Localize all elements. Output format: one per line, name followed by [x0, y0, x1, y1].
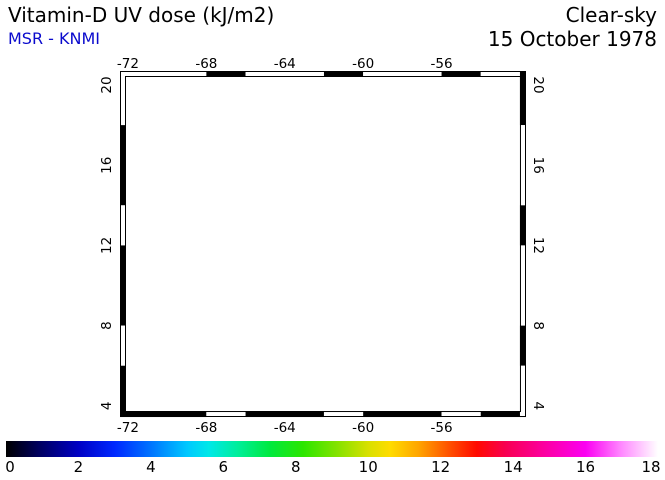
- frame-seg-top: [323, 71, 364, 77]
- frame-seg-left: [120, 125, 126, 206]
- frame-seg-top: [245, 71, 324, 77]
- colorbar-tick-label: 2: [73, 458, 84, 476]
- date-label: 15 October 1978: [487, 27, 657, 51]
- lon-tick-label-bottom: -68: [195, 420, 217, 436]
- frame-seg-bottom: [363, 411, 442, 418]
- colorbar-tick-label: 18: [641, 458, 661, 476]
- frame-seg-top: [441, 71, 481, 77]
- frame-seg-right: [519, 205, 526, 246]
- data-source-label: MSR - KNMI: [8, 29, 101, 48]
- frame-seg-right: [519, 125, 526, 206]
- lat-tick-label-left: 8: [100, 321, 115, 330]
- lat-tick-label-left: 16: [100, 157, 115, 174]
- lat-tick-label-right: 20: [530, 76, 546, 93]
- sky-condition-label: Clear-sky: [565, 3, 657, 27]
- lon-tick-label-bottom: -60: [352, 420, 374, 436]
- lat-tick-label-right: 12: [530, 237, 546, 254]
- lat-tick-label-right: 16: [530, 157, 546, 174]
- frame-seg-bottom: [206, 411, 246, 418]
- frame-seg-right: [519, 365, 526, 417]
- lon-tick-label-top: -60: [352, 56, 374, 72]
- colorbar-tick-label: 14: [503, 458, 523, 476]
- map-canvas: -72 -72 -68 -68 -64 -64 -60 -60 -56 -56 20 20 16 16 12…: [99, 56, 546, 436]
- frame-seg-right: [519, 245, 526, 326]
- frame-seg-top: [363, 71, 442, 77]
- page-title: Vitamin-D UV dose (kJ/m2): [8, 3, 275, 27]
- lon-tick-label-bottom: -56: [431, 420, 453, 436]
- frame-seg-top: [120, 71, 207, 77]
- frame-inner: [125, 76, 521, 413]
- frame-band: [120, 71, 526, 417]
- lon-tick-label-bottom: -72: [117, 420, 139, 436]
- colorbar-tick-label: 4: [146, 458, 156, 476]
- map-frame: [120, 71, 526, 418]
- frame-seg-bottom: [245, 411, 324, 418]
- map-figure: -72 -72 -68 -68 -64 -64 -60 -60 -56 -56 20 20 16 16 12…: [99, 55, 565, 447]
- frame-seg-left: [120, 365, 126, 417]
- lon-tick-label-top: -56: [431, 56, 453, 72]
- frame-seg-bottom: [323, 411, 364, 418]
- lon-tick-label-top: -68: [195, 56, 217, 72]
- frame-seg-left: [120, 205, 126, 246]
- colorbar-tick-label: 10: [358, 458, 378, 476]
- colorbar-tick-label: 0: [5, 458, 15, 476]
- colorbar-tick-label: 8: [290, 458, 301, 476]
- colorbar-tick-label: 16: [576, 458, 596, 476]
- lat-tick-label-left: 20: [100, 76, 115, 93]
- lat-tick-label-left: 4: [100, 402, 115, 411]
- frame-seg-left: [120, 325, 126, 366]
- frame-seg-bottom: [480, 411, 526, 418]
- colorbar-tick-labels: 0 2 4 6 8 10 12 14 16 18: [0, 458, 665, 478]
- colorbar-tick-label: 12: [431, 458, 451, 476]
- frame-seg-right: [519, 325, 526, 366]
- lon-tick-label-top: -72: [117, 56, 139, 72]
- frame-seg-right: [519, 71, 526, 126]
- frame-outer: [120, 71, 526, 417]
- frame-seg-bottom: [120, 411, 207, 418]
- lon-tick-label-top: -64: [274, 56, 296, 72]
- frame-seg-left: [120, 245, 126, 326]
- frame-seg-top: [480, 71, 526, 77]
- frame-seg-left: [120, 71, 126, 126]
- lon-tick-label-bottom: -64: [274, 420, 296, 436]
- colorbar-tick-label: 6: [218, 458, 229, 476]
- header-right: Clear-sky 15 October 1978: [488, 3, 657, 51]
- lat-tick-label-left: 12: [100, 237, 115, 254]
- frame-seg-top: [206, 71, 246, 77]
- lat-tick-label-right: 4: [530, 402, 546, 411]
- frame-seg-bottom: [441, 411, 481, 418]
- lat-tick-label-right: 8: [530, 321, 546, 330]
- colorbar-gradient: [6, 441, 658, 457]
